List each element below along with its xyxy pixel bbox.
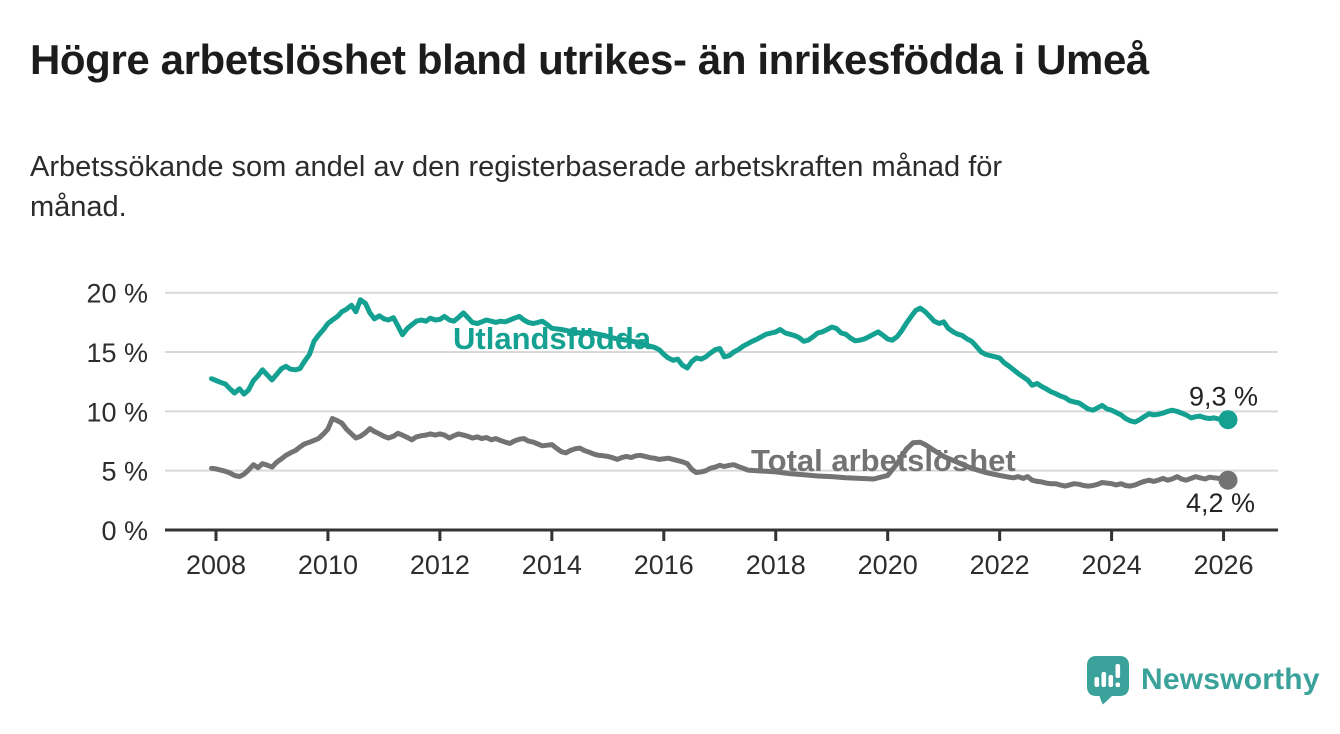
series-label-utlandsfodda: Utlandsfödda (453, 321, 652, 356)
series-label-total: Total arbetslöshet (751, 443, 1016, 478)
y-tick-label-5: 5 % (101, 457, 148, 487)
series-value-label-total: 4,2 % (1186, 488, 1255, 518)
x-tick-label-2026: 2026 (1194, 550, 1254, 580)
x-tick-label-2014: 2014 (522, 550, 582, 580)
page-title: Högre arbetslöshet bland utrikes- än inr… (30, 36, 1149, 83)
page-subtitle: Arbetssökande som andel av den registerb… (30, 147, 1002, 227)
x-tick-label-2022: 2022 (970, 550, 1030, 580)
series-end-dot-total (1218, 470, 1238, 490)
subtitle-line-2: månad. (30, 191, 127, 223)
y-tick-label-20: 20 % (86, 279, 148, 309)
x-tick-label-2018: 2018 (746, 550, 806, 580)
newsworthy-logo: Newsworthy (1086, 655, 1320, 705)
subtitle-line-1: Arbetssökande som andel av den registerb… (30, 151, 1003, 183)
newsworthy-wordmark: Newsworthy (1141, 663, 1320, 696)
y-tick-label-15: 15 % (86, 338, 148, 368)
series-value-label-utlandsfodda: 9,3 % (1189, 382, 1258, 412)
x-tick-label-2012: 2012 (410, 550, 470, 580)
series-line-utlandsfodda (209, 297, 1231, 425)
x-tick-label-2020: 2020 (858, 550, 918, 580)
y-tick-label-0: 0 % (101, 516, 148, 546)
x-tick-label-2010: 2010 (298, 550, 358, 580)
x-tick-label-2008: 2008 (186, 550, 246, 580)
x-tick-label-2024: 2024 (1082, 550, 1142, 580)
series-line-total (209, 416, 1231, 489)
series-end-dot-utlandsfodda (1218, 410, 1238, 430)
newsworthy-logo-icon (1087, 656, 1129, 705)
y-tick-label-10: 10 % (86, 397, 148, 427)
x-tick-label-2016: 2016 (634, 550, 694, 580)
